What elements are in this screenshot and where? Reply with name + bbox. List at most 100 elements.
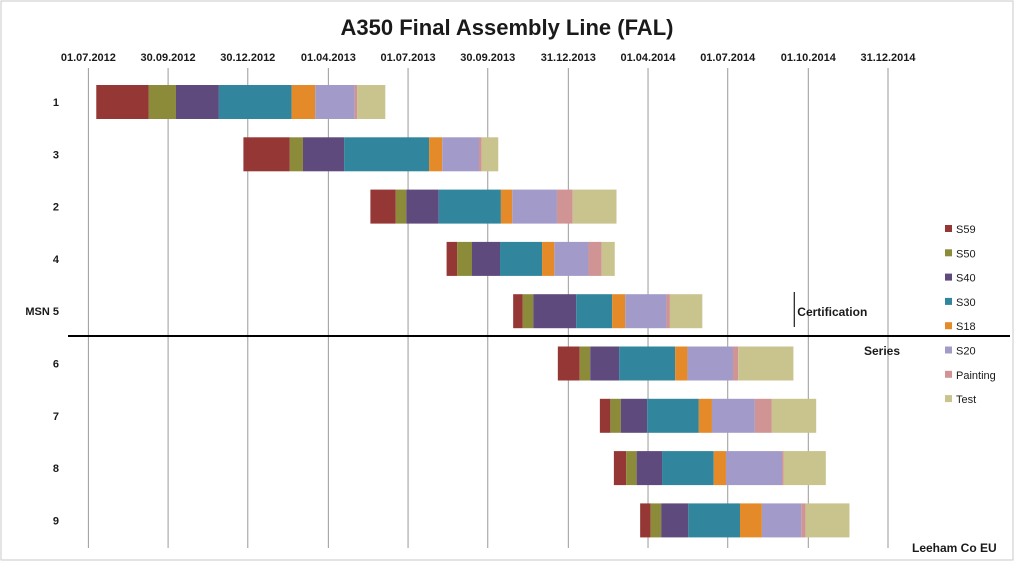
- bar-segment-s18: [698, 398, 712, 433]
- legend-swatch-s30: [945, 297, 952, 305]
- gantt-row: [640, 503, 850, 538]
- legend: S59 S50 S40 S30 S18 S20 Painting Test: [945, 224, 996, 406]
- bar-segment-s59: [640, 503, 651, 538]
- gantt-bars: [96, 85, 850, 538]
- bar-segment-painting: [588, 241, 602, 276]
- gantt-row: [599, 398, 817, 433]
- bar-segment-s40: [175, 85, 219, 119]
- bar-segment-s20: [442, 137, 479, 172]
- bar-segment-s40: [302, 137, 345, 172]
- category-label: 1: [53, 97, 59, 109]
- bar-segment-s50: [457, 241, 472, 276]
- bar-segment-s59: [557, 346, 580, 381]
- bar-segment-s20: [687, 346, 733, 381]
- chart-title: A350 Final Assembly Line (FAL): [341, 15, 674, 40]
- bar-segment-s59: [513, 294, 523, 329]
- bar-segment-painting: [754, 398, 772, 433]
- y-axis-category-labels: 1 3 2 4 MSN 5 6 7 8 9: [25, 97, 60, 527]
- bar-segment-s20: [315, 85, 355, 119]
- bar-segment-s50: [579, 346, 591, 381]
- bar-segment-test: [805, 503, 850, 538]
- x-tick-label: 01.04.2014: [620, 52, 676, 64]
- legend-label: S20: [956, 346, 976, 358]
- bar-segment-s59: [446, 241, 458, 276]
- bar-segment-s59: [370, 189, 396, 224]
- bar-segment-s20: [554, 241, 589, 276]
- bar-segment-s50: [395, 189, 407, 224]
- legend-label: S18: [956, 321, 976, 333]
- legend-label: Test: [956, 394, 976, 406]
- bar-segment-s18: [429, 137, 443, 172]
- bar-segment-s30: [438, 189, 501, 224]
- legend-swatch-s20: [945, 346, 952, 354]
- legend-swatch-s18: [945, 322, 952, 330]
- bar-segment-s30: [344, 137, 430, 172]
- legend-swatch-test: [945, 395, 952, 403]
- x-tick-label: 30.09.2012: [141, 52, 196, 64]
- legend-swatch-s40: [945, 273, 952, 281]
- legend-label: S30: [956, 297, 976, 309]
- bar-segment-s20: [761, 503, 802, 538]
- gantt-row: [557, 346, 794, 381]
- bar-segment-test: [601, 241, 615, 276]
- x-axis-tick-labels: 01.07.2012 30.09.2012 30.12.2012 01.04.2013…: [61, 52, 917, 64]
- category-label: 2: [53, 202, 59, 214]
- bar-segment-s59: [599, 398, 611, 433]
- gantt-row: [370, 189, 617, 224]
- bar-segment-s18: [612, 294, 626, 329]
- bar-segment-s30: [619, 346, 676, 381]
- bar-segment-s50: [148, 85, 176, 119]
- bar-segment-s20: [625, 294, 667, 329]
- bar-segment-s30: [218, 85, 292, 119]
- bar-segment-painting: [782, 451, 784, 486]
- bar-segment-test: [481, 137, 499, 172]
- bar-segment-s30: [647, 398, 699, 433]
- category-label: 6: [53, 359, 59, 371]
- x-tick-label: 01.04.2013: [301, 52, 356, 64]
- legend-label: S40: [956, 273, 976, 285]
- legend-label: S59: [956, 224, 976, 236]
- bar-segment-s40: [471, 241, 501, 276]
- x-tick-label: 01.07.2012: [61, 52, 116, 64]
- x-tick-label: 01.07.2014: [700, 52, 756, 64]
- bar-segment-s50: [626, 451, 637, 486]
- bar-segment-s18: [675, 346, 688, 381]
- legend-swatch-painting: [945, 370, 952, 378]
- bar-segment-s30: [500, 241, 543, 276]
- bar-segment-s18: [500, 189, 513, 224]
- bar-segment-painting: [354, 85, 358, 119]
- bar-segment-s40: [406, 189, 439, 224]
- bar-segment-s40: [620, 398, 648, 433]
- bar-segment-painting: [666, 294, 670, 329]
- legend-swatch-s50: [945, 249, 952, 257]
- bar-segment-s20: [725, 451, 783, 486]
- bar-segment-painting: [732, 346, 739, 381]
- bar-segment-s40: [636, 451, 663, 486]
- bar-segment-s30: [576, 294, 613, 329]
- bar-segment-test: [783, 451, 826, 486]
- bar-segment-s18: [739, 503, 762, 538]
- bar-segment-s40: [661, 503, 689, 538]
- category-label: 3: [53, 149, 59, 161]
- bar-segment-s50: [522, 294, 534, 329]
- bar-segment-test: [572, 189, 617, 224]
- gantt-row: [513, 294, 703, 329]
- bar-segment-s30: [688, 503, 740, 538]
- legend-label: S50: [956, 248, 976, 260]
- x-tick-label: 01.10.2014: [781, 52, 837, 64]
- bar-segment-s30: [662, 451, 714, 486]
- gantt-row: [96, 85, 386, 119]
- bar-segment-s59: [243, 137, 290, 172]
- bar-segment-s20: [711, 398, 755, 433]
- x-tick-label: 31.12.2013: [541, 52, 596, 64]
- x-tick-label: 31.12.2014: [860, 52, 916, 64]
- bar-segment-s59: [96, 85, 149, 119]
- certification-label: Certification: [797, 305, 867, 319]
- bar-segment-s59: [613, 451, 627, 486]
- bar-segment-test: [357, 85, 386, 119]
- bar-segment-s40: [533, 294, 577, 329]
- bar-segment-s50: [650, 503, 662, 538]
